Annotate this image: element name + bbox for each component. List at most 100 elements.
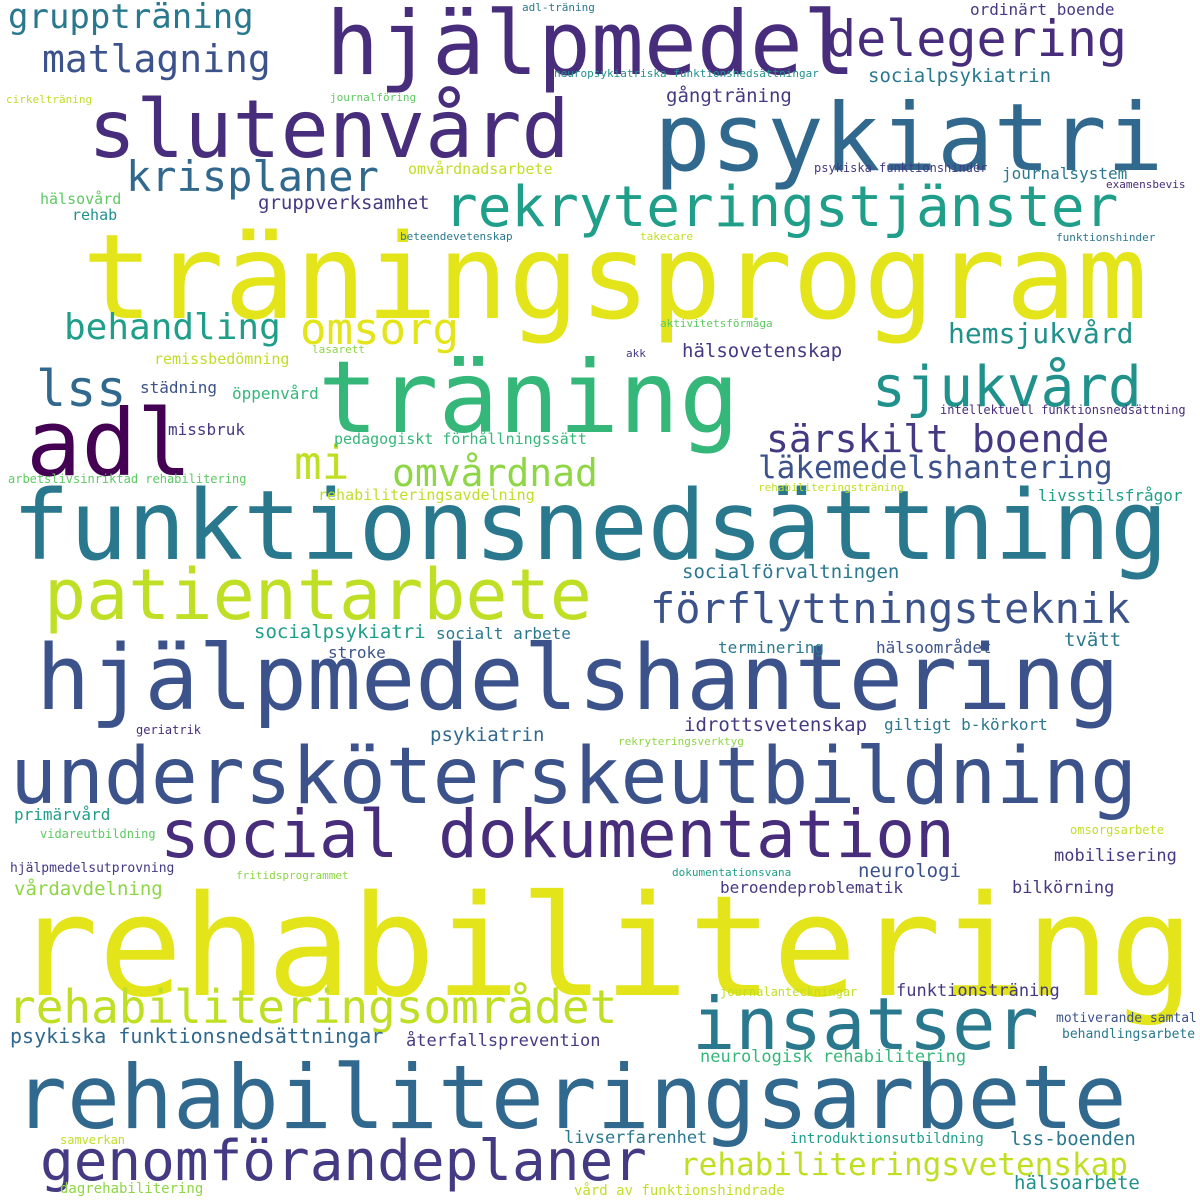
word: rekryteringsverktyg	[618, 735, 744, 748]
word: missbruk	[168, 420, 246, 439]
word: psykiska funktionsnedsättningar	[10, 1024, 384, 1048]
word: hjälpmedel	[326, 0, 856, 95]
word: rehab	[72, 206, 118, 224]
word: återfallsprevention	[406, 1031, 601, 1051]
word: gångträning	[666, 85, 792, 107]
word: motiverande samtal	[1056, 1011, 1197, 1026]
word: hälsoområdet	[876, 638, 992, 657]
word: rekryteringstjänster	[444, 175, 1119, 240]
word: socialpsykiatrin	[868, 65, 1052, 87]
word: journalsystem	[1002, 164, 1128, 183]
word: lss-boenden	[1010, 1128, 1136, 1150]
word: beroendeproblematik	[720, 878, 904, 897]
word: arbetslivsinriktad rehabilitering	[8, 472, 247, 486]
word: matlagning	[42, 37, 271, 81]
word: omvårdnad	[392, 451, 598, 495]
word: livsstilsfrågor	[1038, 486, 1183, 505]
word: vårdavdelning	[14, 878, 163, 900]
word: neuropsykiatriska funktionsnedsättningar	[554, 67, 819, 80]
word: ordinärt boende	[970, 0, 1115, 19]
word: läkemedelshantering	[758, 450, 1113, 486]
word: akk	[626, 347, 646, 360]
word: rehabiliteringsområdet	[8, 980, 618, 1034]
word: gruppverksamhet	[258, 192, 430, 214]
word: undersköterskeutbildning	[10, 732, 1138, 822]
word: pedagogiskt förhållningssätt	[334, 430, 587, 448]
word: journalföring	[330, 91, 417, 104]
word: gruppträning	[8, 0, 254, 37]
word: hemsjukvård	[948, 317, 1134, 350]
word: geriatrik	[136, 723, 202, 737]
word: mobilisering	[1054, 846, 1177, 866]
word: genomförandeplaner	[40, 1129, 647, 1194]
word: träning	[318, 339, 740, 456]
word: delegering	[826, 10, 1128, 68]
word: tvätt	[1064, 629, 1122, 651]
word: neurologisk rehabilitering	[700, 1047, 967, 1067]
word: psykiatri	[654, 84, 1164, 193]
word: adl-träning	[522, 1, 595, 14]
word: socialförvaltningen	[682, 561, 900, 583]
word: förflyttningsteknik	[650, 584, 1131, 633]
word: krisplaner	[126, 152, 379, 201]
word: adl	[26, 390, 193, 497]
word: mi	[294, 436, 350, 490]
word: neurologi	[858, 860, 961, 882]
word: hälsovetenskap	[682, 340, 843, 362]
word: insatser	[692, 982, 1039, 1066]
word: dokumentationsvana	[672, 866, 792, 879]
word: examensbevis	[1106, 178, 1186, 191]
word: terminering	[718, 638, 824, 657]
word: slutenvård	[88, 83, 570, 176]
word: hälsoarbete	[1014, 1172, 1140, 1194]
word: hjälpmedelsutprovning	[10, 861, 175, 876]
word: lasarett	[312, 343, 365, 356]
word: patientarbete	[44, 554, 592, 636]
word: träningsprogram	[82, 208, 1148, 346]
word: journalanteckningar	[720, 985, 858, 999]
word: bilkörning	[1012, 878, 1115, 898]
word: samverkan	[60, 1133, 126, 1147]
word: vidareutbildning	[40, 827, 156, 841]
word: städning	[140, 378, 218, 397]
word: introduktionsutbildning	[790, 1131, 984, 1147]
word: intellektuell funktionsnedsättning	[940, 403, 1186, 417]
word: socialpsykiatri	[254, 621, 426, 643]
word: omsorgsarbete	[1070, 823, 1164, 837]
word: psykiska funktionshinder	[814, 161, 988, 175]
word: omvårdnadsarbete	[408, 160, 553, 178]
word: rehabiliteringsavdelning	[318, 486, 535, 504]
word: vård av funktionshindrade	[574, 1183, 785, 1199]
word: primärvård	[14, 805, 111, 824]
word: idrottsvetenskap	[684, 714, 868, 736]
word: takecare	[640, 230, 693, 243]
word: funktionsträning	[896, 981, 1060, 1001]
word: rehabiliteringsträning	[758, 481, 904, 494]
word: behandling	[64, 307, 281, 348]
word: aktivitetsförmåga	[660, 317, 773, 330]
word: funktionshinder	[1056, 231, 1156, 244]
word: dagrehabilitering	[60, 1181, 204, 1197]
word: rehabilitering	[14, 866, 1195, 1029]
word: stroke	[328, 643, 386, 662]
word: rehabiliteringsvetenskap	[680, 1147, 1128, 1183]
word: giltigt b-körkort	[884, 715, 1048, 734]
word: behandlingsarbete	[1062, 1027, 1196, 1042]
word: fritidsprogrammet	[236, 869, 349, 882]
word: socialt arbete	[436, 624, 571, 643]
word: hjälpmedelshantering	[36, 626, 1120, 731]
word: lss	[36, 360, 127, 418]
word: social dokumentation	[160, 796, 955, 873]
word: funktionsnedsättning	[12, 470, 1168, 582]
word: psykiatrin	[430, 724, 545, 746]
word: omsorg	[300, 304, 459, 355]
word: livserfarenhet	[564, 1128, 708, 1148]
word: sjukvård	[872, 355, 1142, 420]
word: remissbedömning	[154, 350, 290, 368]
word: beteendevetenskap	[400, 230, 513, 243]
word: öppenvård	[232, 384, 319, 403]
word: hälsovård	[40, 190, 122, 208]
word: cirkelträning	[6, 93, 93, 106]
word: särskilt boende	[766, 417, 1110, 461]
